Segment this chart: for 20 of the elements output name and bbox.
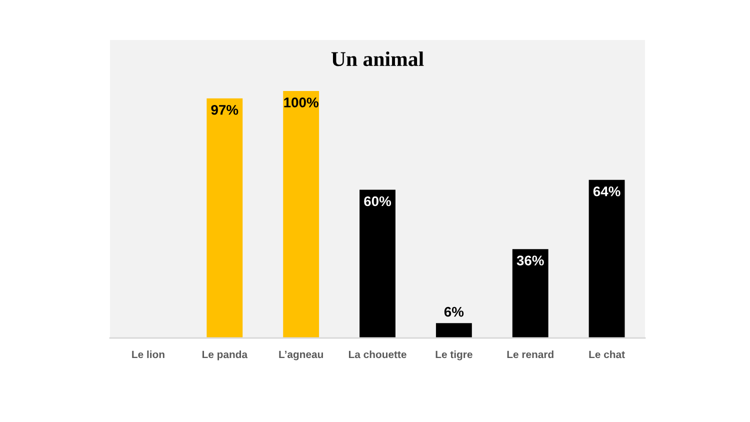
bar: [283, 91, 320, 338]
data-label: 100%: [284, 98, 318, 108]
x-tick-label: Le chat: [589, 350, 625, 358]
x-tick-label: Le tigre: [436, 350, 472, 360]
data-label: 60%: [364, 196, 392, 206]
bar: [206, 98, 243, 338]
data-label: 64%: [593, 186, 620, 196]
x-tick-label: La chouette: [348, 350, 406, 358]
data-label: 97%: [211, 104, 238, 115]
chart-title: Un animal: [331, 51, 424, 66]
data-label: 36%: [516, 256, 544, 266]
bar: [360, 190, 396, 338]
bar: [436, 323, 472, 338]
x-tick-label: Le lion: [132, 350, 164, 358]
x-tick-label: Le renard: [507, 350, 554, 358]
x-tick-label: L’agneau: [279, 350, 323, 360]
x-tick-label: Le panda: [202, 350, 248, 360]
data-label: 6%: [444, 306, 464, 317]
bar: [512, 249, 548, 338]
bar: [588, 180, 625, 338]
